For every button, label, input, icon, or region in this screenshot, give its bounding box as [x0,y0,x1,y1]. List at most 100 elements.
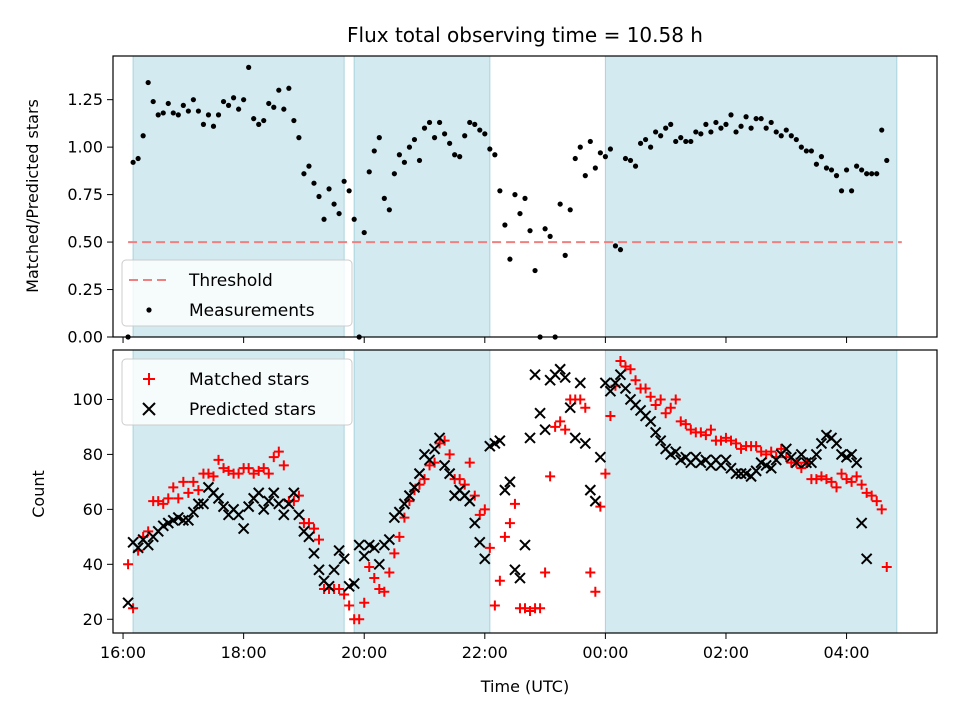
matched-star-point [700,430,711,441]
predicted-star-point [358,550,370,562]
predicted-star-point [574,377,586,389]
predicted-star-point [599,377,612,389]
legend-measurement-swatch [146,307,152,313]
measurement-point [869,171,875,177]
measurement-point [803,148,809,154]
predicted-star-point [735,467,747,480]
predicted-star-point [730,467,742,480]
measurement-point [597,150,603,156]
measurement-point [200,121,207,127]
predicted-star-point [810,448,823,461]
matched-star-point [650,399,661,410]
legend-predicted-swatch [142,402,156,416]
measurement-point [346,188,352,194]
measurement-point [823,165,830,171]
top-plot: 0.00 0.25 0.50 0.75 1.00 1.25 Threshold Measure… [67,55,938,347]
predicted-star-point [780,443,792,455]
measurement-point [708,129,714,135]
matched-star-point [218,463,229,474]
measurement-point [180,102,186,108]
measurement-point [170,110,176,116]
matched-star-point [233,468,244,479]
matched-star-point [851,471,862,482]
matched-star-point [314,534,324,545]
measurement-point [391,171,397,177]
predicted-star-point [720,454,732,466]
predicted-star-point [850,456,863,469]
predicted-star-point [589,495,602,507]
measurement-point [592,165,598,171]
matched-star-point [846,476,857,487]
matched-star-point [128,603,139,614]
predicted-star-point [278,509,290,521]
predicted-star-point [539,423,551,436]
measurement-point [210,123,217,129]
measurement-point [698,131,704,137]
predicted-star-point [313,564,325,576]
measurement-point [768,119,774,126]
matched-star-point [168,482,179,493]
predicted-star-point [504,476,516,488]
measurement-point [195,108,202,114]
predicted-star-point [242,500,255,513]
measurement-point [562,252,568,258]
predicted-star-point [408,481,421,494]
measurement-point [185,108,191,114]
measurement-point [813,161,820,167]
predicted-star-point [308,547,320,560]
matched-star-point [504,518,515,529]
measurement-point [884,157,890,164]
observing-window [353,55,491,338]
matched-star-point [871,496,882,507]
measurement-point [854,163,860,169]
measurement-point [632,163,639,169]
matched-star-point [535,603,546,614]
predicted-star-point [368,542,380,554]
measurement-point [256,121,262,127]
predicted-star-point [469,517,481,529]
matched-star-point [374,584,385,595]
measurement-point [281,106,287,112]
measurement-point [658,133,664,139]
matched-star-point [268,452,279,463]
matched-star-point [595,501,606,512]
predicted-star-point [584,484,597,496]
measurement-point [637,140,644,146]
measurement-point [492,152,498,158]
matched-star-point [208,471,219,482]
matched-star-point [695,427,706,438]
predicted-star-point [232,509,245,521]
measurement-point [678,135,684,141]
y-tick-label: 80 [83,445,103,464]
measurement-point [401,159,408,165]
matched-star-point [756,446,767,457]
measurement-point [758,116,764,122]
matched-star-point [665,402,676,413]
measurement-point [843,167,850,173]
matched-star-point [861,487,872,498]
measurement-point [366,169,372,175]
x-tick-label: 04:00 [824,643,870,662]
matched-star-point [605,410,616,421]
predicted-star-point [790,456,803,469]
predicted-star-point [800,456,813,469]
predicted-star-point [338,553,350,565]
measurement-point [436,119,443,126]
legend-matched-swatch [143,373,155,385]
measurement-point [266,100,272,107]
matched-star-point [876,504,887,515]
matched-star-point [816,471,827,482]
matched-star-point [419,474,430,485]
measurement-point [617,247,624,253]
measurement-point [406,144,413,150]
measurement-point [431,135,438,141]
measurement-point [527,228,533,234]
predicted-star-point [348,577,360,590]
x-tick-label: 22:00 [462,643,508,662]
predicted-star-point [443,467,456,480]
matched-star-point [464,457,475,468]
measurement-point [743,114,749,120]
measurement-point [783,127,789,133]
matched-star-point [751,441,762,452]
bottom-plot: 20 40 60 80 100 16:00 18:00 20:00 22:00 00:00 02:0… [72,349,938,662]
